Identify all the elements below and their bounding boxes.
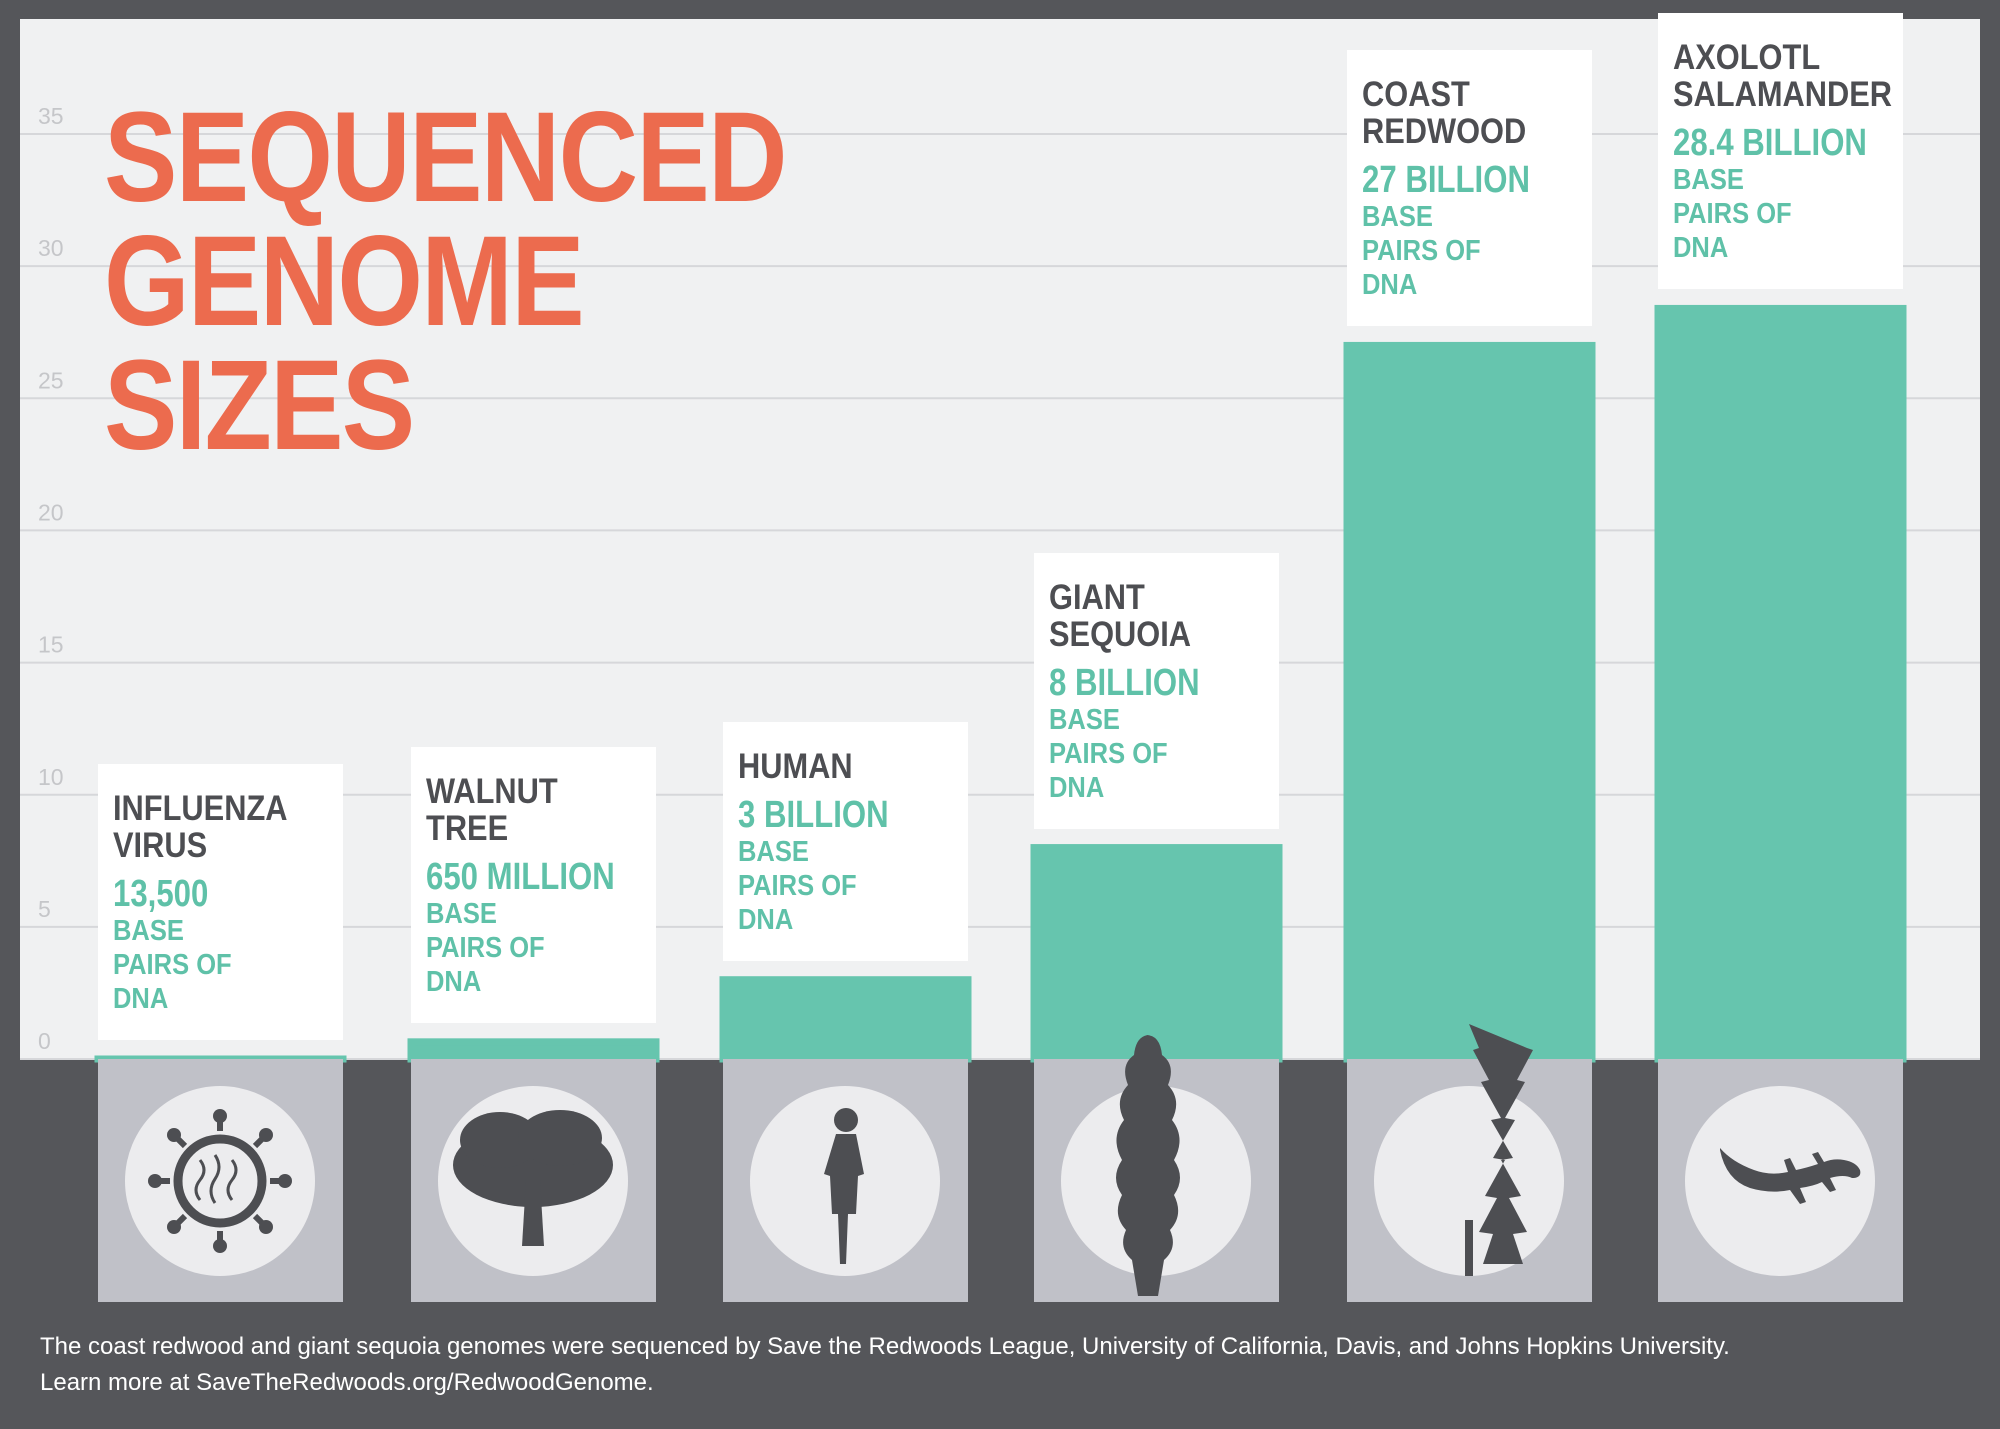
y-tick-label: 15: [38, 632, 64, 658]
category-label: COAST REDWOOD: [1362, 75, 1527, 152]
label-box: AXOLOTL SALAMANDER 28.4 BILLION BASE PAIRS…: [1658, 13, 1903, 290]
value-label: 8 BILLION: [1049, 661, 1200, 704]
chart-title: SEQUENCED GENOME SIZES: [104, 86, 788, 477]
bar: [1343, 341, 1596, 1063]
footnote: The coast redwood and giant sequoia geno…: [40, 1333, 1730, 1360]
value-label: 27 BILLION: [1362, 159, 1530, 202]
unit-label: BASE PAIRS OF DNA: [1049, 703, 1168, 804]
y-tick-label: 30: [38, 235, 64, 261]
y-tick-label: 20: [38, 500, 64, 526]
category-label: WALNUT TREE: [426, 771, 558, 848]
plot-panel: [20, 19, 1980, 1059]
value-label: 13,500: [113, 873, 209, 915]
bar: [407, 1038, 660, 1063]
label-box: INFLUENZA VIRUS 13,500 BASE PAIRS OF DNA: [98, 764, 343, 1040]
y-tick-label: 35: [38, 103, 64, 129]
unit-label: BASE PAIRS OF DNA: [113, 915, 232, 1015]
category-label: HUMAN: [738, 746, 853, 786]
category-label: INFLUENZA VIRUS: [113, 789, 287, 865]
bar: [1030, 844, 1283, 1063]
unit-label: BASE PAIRS OF DNA: [738, 835, 857, 936]
label-box: HUMAN 3 BILLION BASE PAIRS OF DNA: [723, 721, 968, 961]
unit-label: BASE PAIRS OF DNA: [1673, 164, 1792, 265]
category-label: AXOLOTL SALAMANDER: [1673, 38, 1893, 115]
y-tick-label: 10: [38, 764, 64, 790]
category-label: GIANT SEQUOIA: [1049, 577, 1192, 654]
label-box: GIANT SEQUOIA 8 BILLION BASE PAIRS OF DNA: [1034, 552, 1279, 829]
unit-label: BASE PAIRS OF DNA: [426, 897, 545, 998]
y-tick-label: 5: [38, 896, 51, 922]
value-label: 3 BILLION: [738, 793, 889, 836]
footnote: Learn more at SaveTheRedwoods.org/Redwoo…: [40, 1369, 654, 1396]
label-box: COAST REDWOOD 27 BILLION BASE PAIRS OF DNA: [1347, 50, 1592, 327]
value-label: 28.4 BILLION: [1673, 122, 1867, 165]
value-label: 650 MILLION: [426, 855, 615, 898]
y-tick-label: 0: [38, 1028, 51, 1054]
bar: [719, 976, 972, 1063]
unit-label: BASE PAIRS OF DNA: [1362, 201, 1481, 302]
bar: [1654, 304, 1907, 1063]
label-box: WALNUT TREE 650 MILLION BASE PAIRS OF DNA: [411, 746, 656, 1023]
y-tick-label: 25: [38, 367, 64, 393]
